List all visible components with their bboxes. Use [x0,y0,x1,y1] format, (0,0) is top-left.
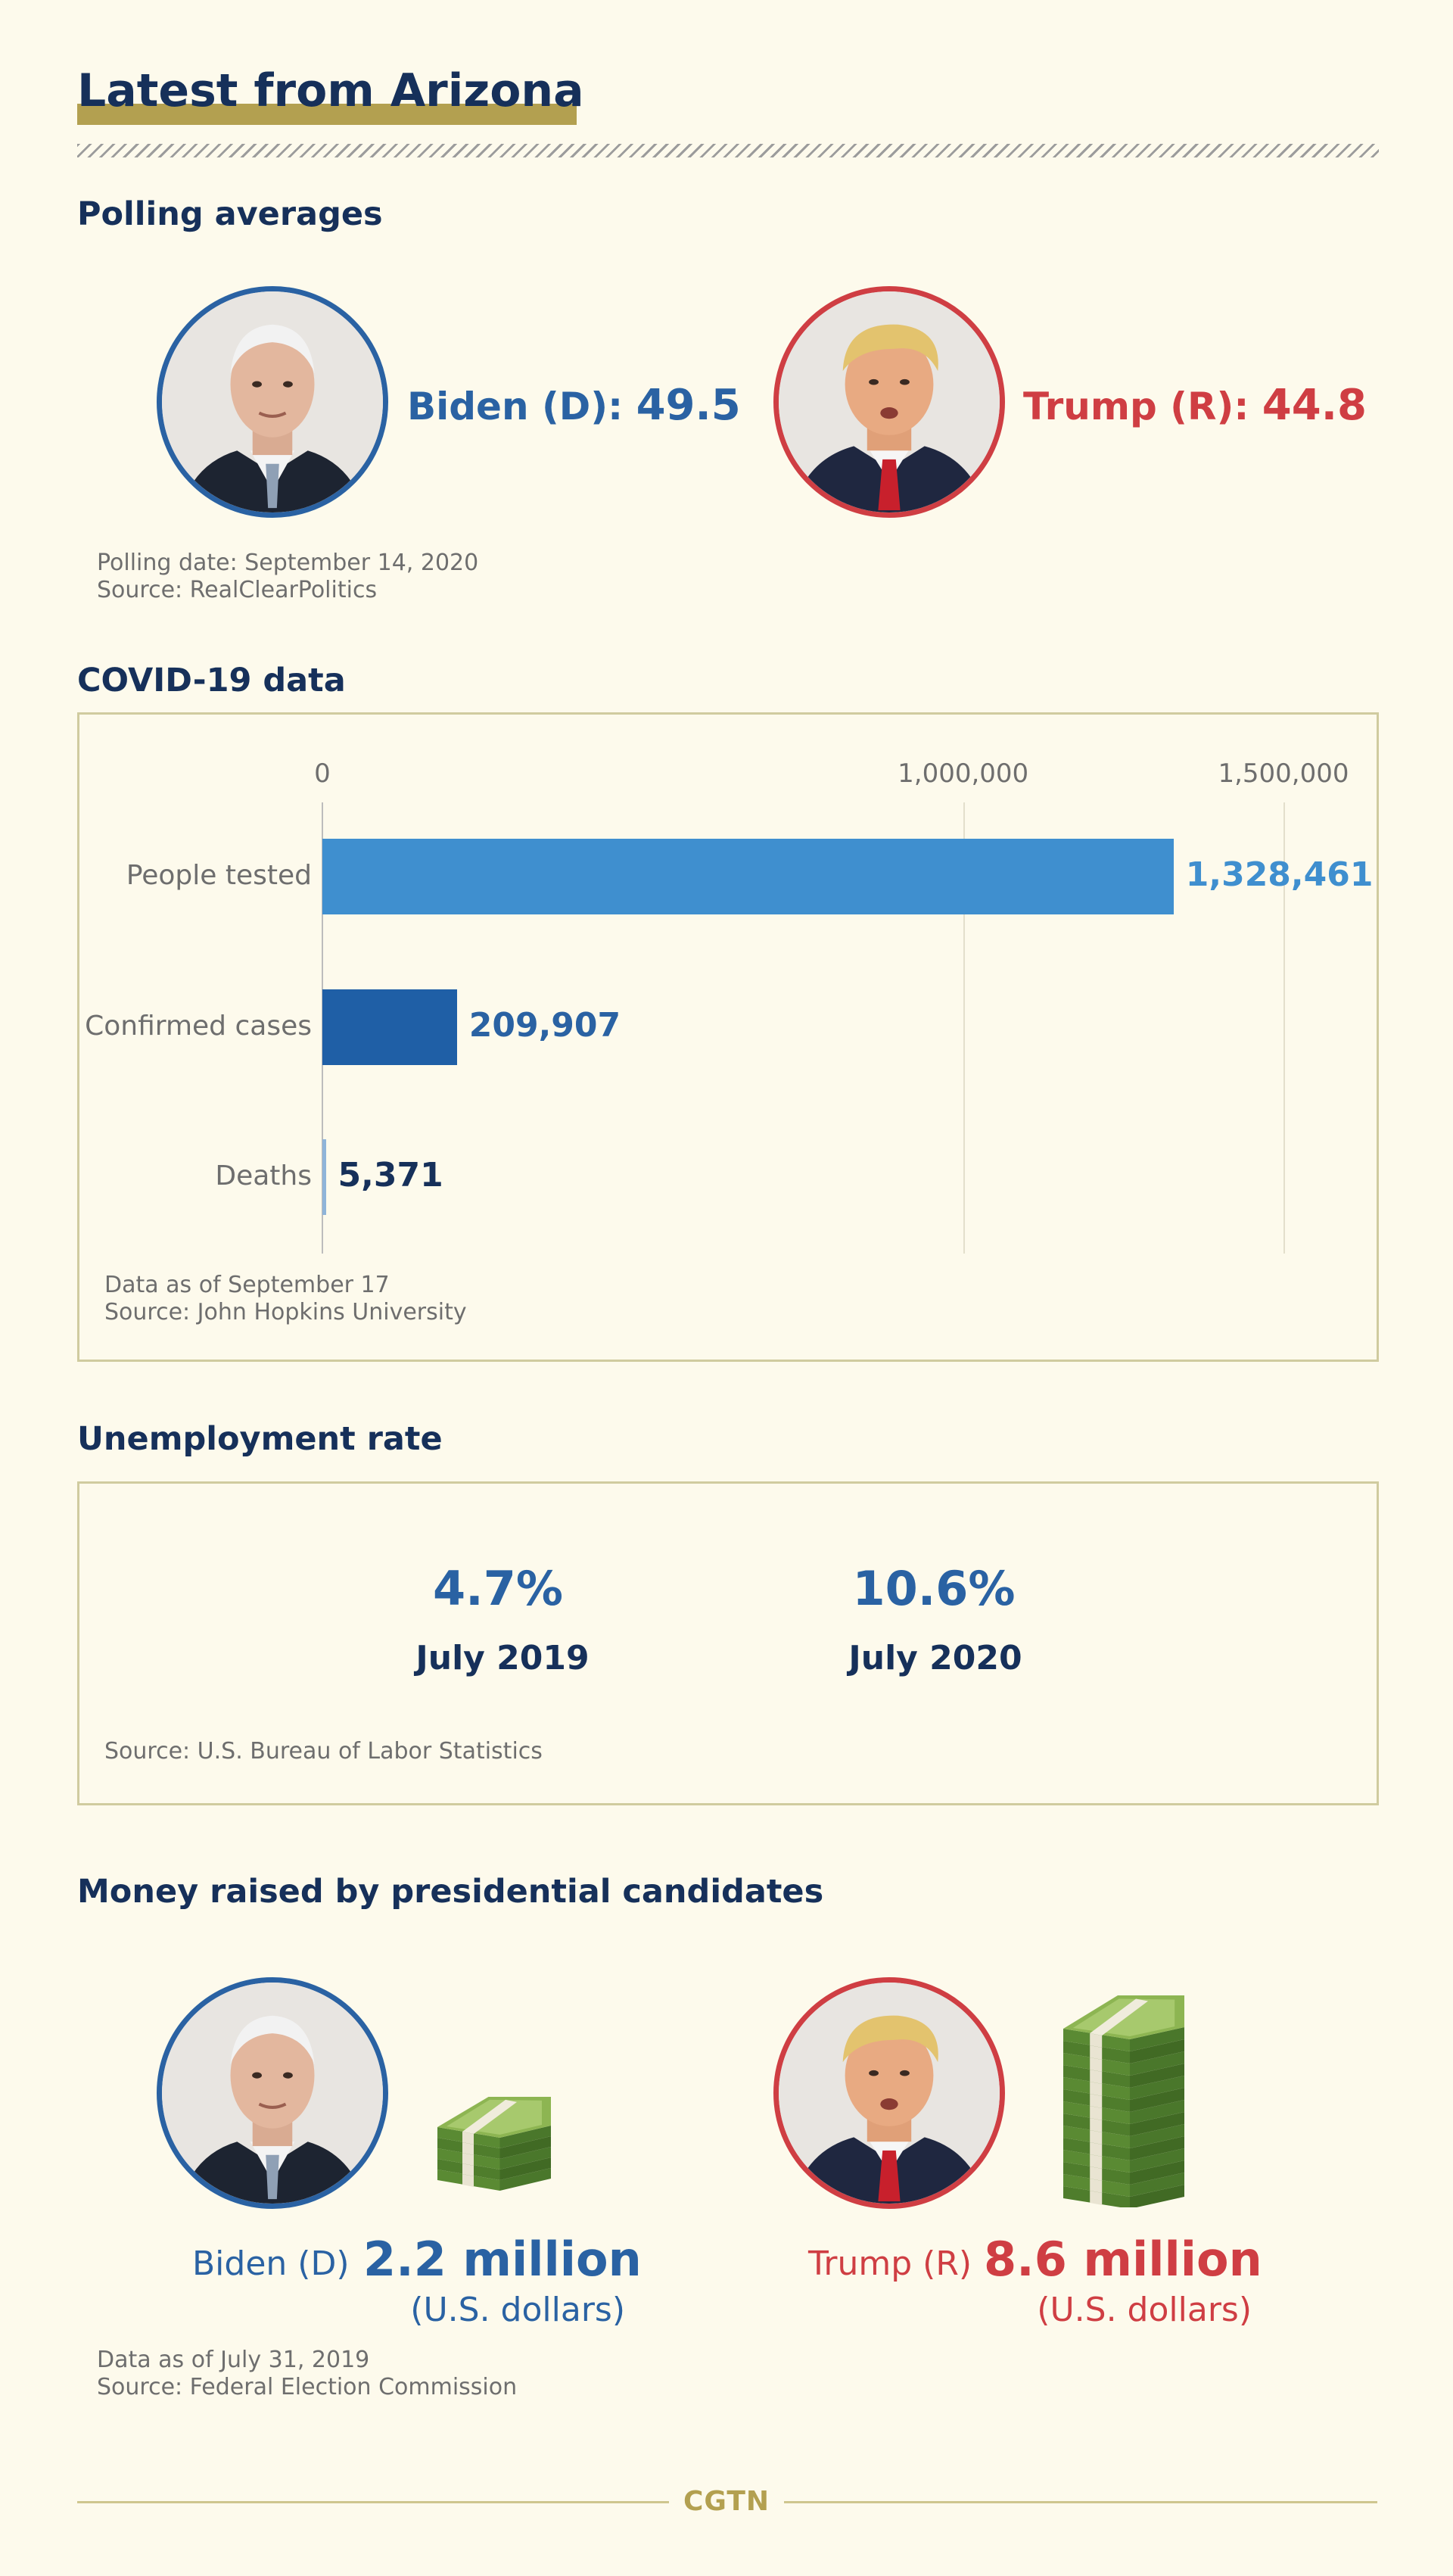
unemployment-source-note: Source: U.S. Bureau of Labor Statistics [104,1738,543,1765]
polling-source-note: Source: RealClearPolitics [97,577,378,603]
bar [322,989,457,1065]
unemployment-label-2019: July 2019 [415,1639,590,1677]
covid-source-note: Source: John Hopkins University [104,1299,467,1325]
gridline [963,802,965,1254]
unemployment-value-2020: 10.6% [852,1561,1016,1616]
money-section-title: Money raised by presidential candidates [77,1873,824,1911]
covid-panel [77,712,1379,1362]
category-label: People tested [126,860,312,891]
trump-portrait [773,286,1005,518]
footer-brand: CGTN [683,2486,770,2517]
bar [322,1139,326,1215]
trump-money-name: Trump (R) [808,2244,972,2283]
category-label: Deaths [215,1160,312,1191]
money-stack-icon [437,2097,551,2210]
trump-money-portrait [773,1977,1005,2209]
hatched-divider [77,144,1379,157]
trump-poll-label: Trump (R): 44.8 [1023,381,1367,430]
footer-divider-right [784,2501,1377,2503]
value-label: 5,371 [338,1156,443,1195]
biden-money-name: Biden (D) [192,2244,350,2283]
covid-note: Data as of September 17 Source: John Hop… [104,1272,467,1326]
money-date-note: Data as of July 31, 2019 [97,2347,370,2373]
page-title: Latest from Arizona [77,64,584,117]
money-note: Data as of July 31, 2019 Source: Federal… [97,2347,517,2401]
unemployment-label-2020: July 2020 [848,1639,1022,1677]
biden-poll-value: 49.5 [636,381,741,430]
category-label: Confirmed cases [85,1011,312,1042]
polling-date-note: Polling date: September 14, 2020 [97,550,479,576]
unemployment-panel [77,1481,1379,1805]
bar [322,839,1174,914]
gridline [1283,802,1285,1254]
covid-date-note: Data as of September 17 [104,1272,390,1298]
polling-section-title: Polling averages [77,195,383,233]
trump-money-amount: 8.6 million [984,2232,1262,2287]
trump-money-unit: (U.S. dollars) [1037,2291,1252,2329]
unemployment-value-2019: 4.7% [433,1561,563,1616]
title-underline [77,104,577,125]
value-label: 1,328,461 [1185,855,1374,894]
x-tick-label: 1,500,000 [1218,758,1349,789]
x-tick-label: 0 [314,758,331,789]
biden-portrait [157,286,388,518]
money-stack-icon [1063,1995,1184,2209]
footer-divider-left [77,2501,669,2503]
x-tick-label: 1,000,000 [898,758,1029,789]
trump-poll-name: Trump (R): [1023,385,1262,428]
trump-poll-value: 44.8 [1262,381,1367,430]
biden-money-unit: (U.S. dollars) [410,2291,625,2329]
biden-poll-name: Biden (D): [407,385,636,428]
polling-note: Polling date: September 14, 2020 Source:… [97,550,478,604]
biden-money-amount: 2.2 million [363,2232,642,2287]
biden-money-portrait [157,1977,388,2209]
money-source-note: Source: Federal Election Commission [97,2374,518,2400]
page-header: Latest from Arizona [77,64,584,125]
biden-poll-label: Biden (D): 49.5 [407,381,741,430]
covid-bar-chart: 0 1,000,000 1,500,000 People tested 1,328,46… [85,758,1374,1254]
value-label: 209,907 [468,1006,621,1045]
unemployment-section-title: Unemployment rate [77,1420,443,1458]
covid-section-title: COVID-19 data [77,662,346,699]
